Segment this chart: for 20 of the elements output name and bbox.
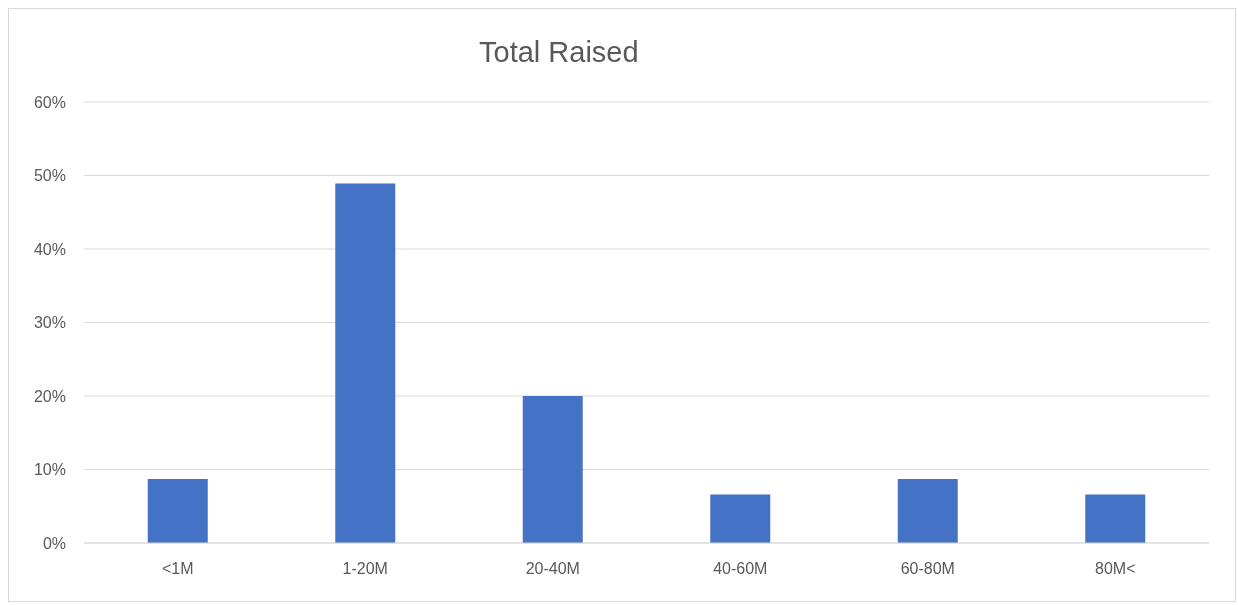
y-tick-label: 50% [33,167,66,185]
y-tick-label: 20% [33,387,66,405]
y-tick-label: 0% [42,534,66,552]
bar [522,396,583,543]
bar [1085,494,1146,543]
x-tick-label: 20-40M [525,560,580,578]
x-tick-label: 40-60M [713,560,768,578]
y-tick-label: 10% [33,461,66,479]
x-tick-label: 60-80M [900,560,955,578]
y-tick-label: 30% [33,314,66,332]
x-tick-label: 1-20M [342,560,388,578]
chart-title: Total Raised [478,34,640,70]
y-tick-label: 60% [33,93,66,111]
y-tick-label: 40% [33,240,66,258]
bar [710,494,771,543]
bar [147,479,208,543]
x-tick-label: <1M [161,560,194,578]
bar [897,479,958,543]
bar [335,183,396,543]
x-tick-label: 80M< [1095,560,1136,578]
